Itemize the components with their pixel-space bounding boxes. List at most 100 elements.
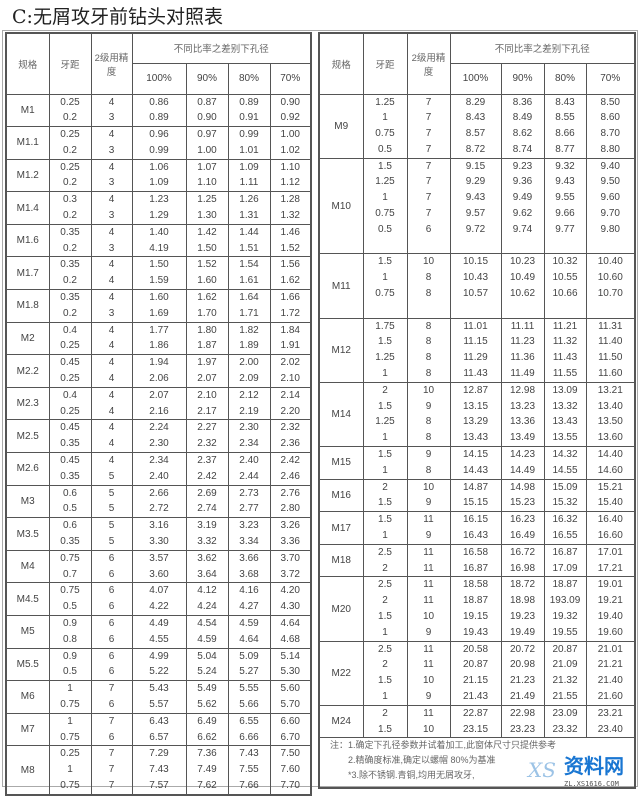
hole-80-cell: 3.23 3.34 — [227, 517, 271, 551]
cell-value: 23.15 — [462, 723, 489, 735]
cell-value: 1 — [382, 272, 388, 284]
cell-value: 11 — [423, 707, 434, 719]
cell-value: 16.49 — [509, 530, 536, 542]
cell-value: 16.58 — [462, 546, 489, 558]
table-row-group: M3.5 0.6 0.35 5 5 3.16 3.30 3.19 3.32 3.23 3.34 3.2… — [5, 517, 312, 551]
header-ratio-4: 70% — [269, 62, 312, 95]
hole-100-cell: 10.15 10.43 10.57 — [449, 253, 502, 319]
grade-cell: 10 8 8 — [406, 253, 451, 319]
cell-value: 13.36 — [509, 416, 536, 428]
hole-70-cell: 21.01 21.21 21.40 21.60 — [585, 640, 636, 706]
spec-cell: M6 — [5, 680, 50, 714]
cell-value: 4 — [108, 422, 115, 434]
pitch-cell: 0.45 0.25 — [48, 354, 92, 388]
hole-80-cell: 20.87 21.09 21.32 21.55 — [543, 640, 587, 706]
cell-value: 10 — [422, 256, 435, 268]
spacer — [364, 238, 407, 254]
cell-value: 1 — [67, 683, 73, 695]
cell-value: 7 — [425, 112, 432, 124]
cell-value: 0.75 — [60, 779, 80, 791]
hole-70-cell: 4.64 4.68 — [269, 615, 312, 649]
hole-80-cell: 7.43 7.55 7.66 — [227, 745, 271, 796]
cell-value: 1.89 — [239, 340, 259, 352]
hole-80-cell: 2.40 2.44 — [227, 452, 271, 486]
cell-value: 2.36 — [280, 438, 300, 450]
hole-70-cell: 1.46 1.52 — [269, 223, 312, 258]
cell-value: 4.27 — [239, 601, 259, 613]
cell-value: 1.23 — [149, 194, 169, 206]
cell-value: 2.40 — [149, 470, 169, 482]
cell-value: 13.60 — [597, 432, 623, 444]
cell-value: 7.62 — [197, 779, 217, 791]
spec-cell: M3 — [5, 484, 50, 519]
grade-cell: 11 11 10 9 — [406, 576, 451, 642]
cell-value: 7.43 — [239, 748, 259, 760]
cell-value: 0.86 — [149, 96, 169, 108]
cell-value: 1.32 — [280, 210, 300, 222]
hole-90-cell: 1.80 1.87 — [185, 321, 229, 356]
header-ratio-1: 100% — [449, 62, 502, 95]
pitch-cell: 0.25 0.2 — [48, 158, 92, 193]
cell-value: 8.49 — [512, 112, 533, 124]
hole-70-cell: 13.21 13.40 13.50 13.60 — [585, 381, 636, 448]
hole-90-cell: 9.23 9.36 9.49 9.62 9.74 — [500, 157, 545, 255]
cell-value: 4 — [108, 373, 115, 385]
cell-value: 8.62 — [512, 128, 533, 140]
hole-90-cell: 1.42 1.50 — [185, 223, 229, 258]
cell-value: 193.09 — [549, 595, 581, 607]
cell-value: 8.29 — [465, 96, 486, 108]
hole-100-cell: 12.87 13.15 13.29 13.43 — [449, 381, 502, 448]
table-row-group: M8 0.25 1 0.75 7 7 7 7.29 7.43 7.57 7.36 7.49 7.62 7.… — [5, 745, 312, 796]
spec-label: M1.8 — [16, 300, 39, 312]
cell-value: 6 — [108, 618, 115, 629]
cell-value: 16.72 — [509, 546, 536, 558]
pitch-cell: 0.4 0.25 — [48, 321, 92, 356]
cell-value: 13.43 — [552, 416, 578, 428]
spec-cell: M14 — [318, 381, 364, 448]
hole-80-cell: 1.09 1.11 — [227, 158, 271, 193]
cell-value: 2.07 — [197, 373, 217, 385]
hole-70-cell: 17.01 17.21 — [585, 543, 636, 578]
cell-value: 1.91 — [280, 340, 300, 352]
cell-value: 1.31 — [239, 210, 259, 222]
table-row-group: M9 1.25 1 0.75 0.5 7 7 7 7 8.29 8.43 8.57 8.72 8.36 8.… — [318, 93, 636, 159]
spec-label: M1.4 — [16, 202, 39, 214]
cell-value: 1.60 — [197, 275, 217, 287]
hole-100-cell: 16.58 16.87 — [449, 543, 502, 578]
hole-90-cell: 1.62 1.70 — [185, 289, 229, 323]
table-row-group: M4.5 0.75 0.5 6 6 4.07 4.22 4.12 4.24 4.16 4.27 4.2… — [5, 582, 312, 616]
cell-value: 5.43 — [149, 683, 169, 695]
cell-value: 16.60 — [597, 530, 623, 542]
cell-value: 4.07 — [149, 585, 169, 597]
cell-value: 0.91 — [239, 112, 259, 124]
pitch-cell: 1.5 1 — [362, 446, 408, 480]
hole-70-cell: 7.50 7.60 7.70 — [269, 745, 312, 796]
cell-value: 1.64 — [239, 292, 259, 304]
cell-value: 6.55 — [239, 715, 259, 727]
cell-value: 8.80 — [600, 143, 620, 155]
cell-value: 20.98 — [509, 659, 536, 671]
cell-value: 12.87 — [462, 384, 489, 396]
hole-100-cell: 20.58 20.87 21.15 21.43 — [449, 640, 502, 706]
cell-value: 16.23 — [509, 514, 536, 526]
cell-value: 11.32 — [552, 336, 578, 348]
cell-value: 0.35 — [60, 470, 80, 482]
watermark-text: 资料网 — [564, 756, 624, 778]
cell-value: 11 — [423, 659, 434, 671]
hole-70-cell: 15.21 15.40 — [585, 478, 636, 513]
cell-value: 16.32 — [552, 514, 578, 526]
cell-value: 5.14 — [280, 650, 300, 662]
hole-80-cell: 1.44 1.51 — [227, 223, 271, 258]
cell-value: 9.55 — [555, 192, 575, 204]
hole-80-cell: 2.00 2.09 — [227, 354, 271, 388]
drill-table-right: 规格 牙距 2级用精度 不同比率之差别下孔径 100% 90% 80% 70% M9 1.25 1 0… — [318, 32, 637, 789]
cell-value: 2 — [382, 562, 388, 574]
cell-value: 6.62 — [197, 731, 217, 743]
cell-value: 4 — [108, 405, 115, 417]
cell-value: 21.23 — [509, 675, 536, 687]
pitch-cell: 0.4 0.25 — [48, 386, 92, 421]
cell-value: 11.60 — [598, 368, 623, 380]
cell-value: 4.22 — [149, 601, 169, 613]
